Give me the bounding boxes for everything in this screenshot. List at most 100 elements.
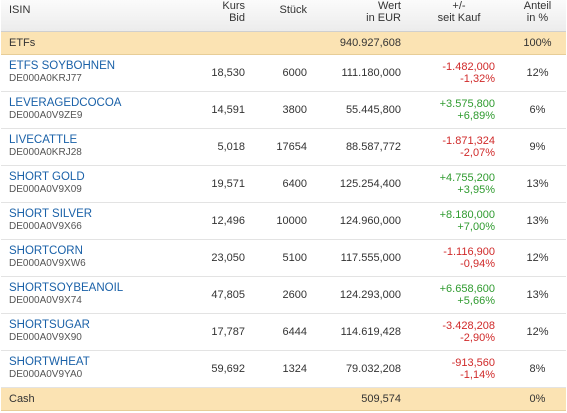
stueck: 2600: [253, 276, 315, 314]
header-anteil-line1: Anteil: [523, 0, 552, 12]
stueck: 6000: [253, 54, 315, 92]
wert-eur: 117.555,000: [315, 239, 409, 277]
stueck: 1324: [253, 350, 315, 388]
header-isin: ISIN: [1, 0, 179, 32]
security-name-link[interactable]: SHORTCORN: [9, 245, 83, 257]
change-percent: +7,00%: [457, 220, 495, 233]
etfs-anteil: 100%: [509, 31, 566, 55]
header-change-line2: seit Kauf: [437, 12, 481, 24]
stueck: 10000: [253, 202, 315, 240]
header-wert-line1: Wert: [377, 0, 401, 12]
change-cell: +8.180,000 +7,00%: [409, 202, 509, 240]
security-cell: SHORTSOYBEANOIL DE000A0V9X74: [1, 276, 179, 314]
change-cell: -1.482,000 -1,32%: [409, 54, 509, 92]
stueck: 6400: [253, 165, 315, 203]
header-anteil: Anteil in %: [509, 0, 566, 32]
etfs-wert: 940.927,608: [315, 31, 409, 55]
anteil: 13%: [509, 165, 566, 203]
kurs-bid: 19,571: [179, 165, 253, 203]
table-row-9: SHORTWHEAT DE000A0V9YA0 59,692 1324 79.0…: [1, 350, 566, 388]
security-isin: DE000A0KRJ77: [9, 73, 82, 84]
header-stueck: Stück: [253, 0, 315, 32]
cash-label: Cash: [1, 387, 179, 411]
security-cell: SHORTWHEAT DE000A0V9YA0: [1, 350, 179, 388]
change-percent: -1,32%: [460, 72, 495, 85]
wert-eur: 55.445,800: [315, 91, 409, 129]
wert-eur: 124.293,000: [315, 276, 409, 314]
kurs-bid: 18,530: [179, 54, 253, 92]
kurs-bid: 47,805: [179, 276, 253, 314]
change-cell: -913,560 -1,14%: [409, 350, 509, 388]
change-cell: -1.871,324 -2,07%: [409, 128, 509, 166]
header-kurs: Kurs Bid: [179, 0, 253, 32]
cash-anteil: 0%: [509, 387, 566, 411]
wert-eur: 88.587,772: [315, 128, 409, 166]
security-cell: ETFS SOYBOHNEN DE000A0KRJ77: [1, 54, 179, 92]
security-isin: DE000A0V9X66: [9, 221, 82, 232]
wert-eur: 111.180,000: [315, 54, 409, 92]
change-percent: -2,07%: [460, 146, 495, 159]
change-absolute: -3.428,208: [442, 319, 495, 332]
kurs-bid: 17,787: [179, 313, 253, 351]
security-isin: DE000A0V9X90: [9, 332, 82, 343]
change-absolute: -1.871,324: [442, 134, 495, 147]
anteil: 12%: [509, 54, 566, 92]
change-cell: -1.116,900 -0,94%: [409, 239, 509, 277]
security-name-link[interactable]: LIVECATTLE: [9, 134, 78, 146]
anteil: 6%: [509, 91, 566, 129]
change-cell: +6.658,600 +5,66%: [409, 276, 509, 314]
wert-eur: 124.960,000: [315, 202, 409, 240]
wert-eur: 79.032,208: [315, 350, 409, 388]
security-isin: DE000A0V9X74: [9, 295, 82, 306]
security-name-link[interactable]: LEVERAGEDCOCOA: [9, 97, 122, 109]
security-cell: LEVERAGEDCOCOA DE000A0V9ZE9: [1, 91, 179, 129]
kurs-bid: 5,018: [179, 128, 253, 166]
cash-row: Cash 509,574 0%: [1, 387, 566, 411]
table-row-2: LEVERAGEDCOCOA DE000A0V9ZE9 14,591 3800 …: [1, 91, 566, 129]
wert-eur: 114.619,428: [315, 313, 409, 351]
anteil: 12%: [509, 239, 566, 277]
change-cell: +3.575,800 +6,89%: [409, 91, 509, 129]
header-kurs-line1: Kurs: [222, 0, 245, 12]
change-percent: -0,94%: [460, 257, 495, 270]
table-row-5: SHORT SILVER DE000A0V9X66 12,496 10000 1…: [1, 202, 566, 240]
table-row-4: SHORT GOLD DE000A0V9X09 19,571 6400 125.…: [1, 165, 566, 203]
change-absolute: +4.755,200: [439, 171, 495, 184]
change-percent: -2,90%: [460, 331, 495, 344]
change-absolute: +6.658,600: [439, 282, 495, 295]
stueck: 17654: [253, 128, 315, 166]
anteil: 8%: [509, 350, 566, 388]
table-row-3: LIVECATTLE DE000A0KRJ28 5,018 17654 88.5…: [1, 128, 566, 166]
header-wert-line2: in EUR: [366, 12, 401, 24]
security-name-link[interactable]: SHORTWHEAT: [9, 356, 90, 368]
security-cell: LIVECATTLE DE000A0KRJ28: [1, 128, 179, 166]
security-cell: SHORT GOLD DE000A0V9X09: [1, 165, 179, 203]
change-cell: +4.755,200 +3,95%: [409, 165, 509, 203]
security-name-link[interactable]: ETFS SOYBOHNEN: [9, 60, 116, 72]
security-name-link[interactable]: SHORT SILVER: [9, 208, 93, 220]
change-percent: +3,95%: [457, 183, 495, 196]
change-percent: +5,66%: [457, 294, 495, 307]
cash-wert: 509,574: [315, 387, 409, 411]
change-absolute: -1.116,900: [443, 245, 495, 258]
security-name-link[interactable]: SHORTSOYBEANOIL: [9, 282, 124, 294]
security-cell: SHORTCORN DE000A0V9XW6: [1, 239, 179, 277]
table-row-7: SHORTSOYBEANOIL DE000A0V9X74 47,805 2600…: [1, 276, 566, 314]
table-row-8: SHORTSUGAR DE000A0V9X90 17,787 6444 114.…: [1, 313, 566, 351]
kurs-bid: 59,692: [179, 350, 253, 388]
header-change: +/- seit Kauf: [409, 0, 509, 32]
security-name-link[interactable]: SHORT GOLD: [9, 171, 85, 183]
table-row-1: ETFS SOYBOHNEN DE000A0KRJ77 18,530 6000 …: [1, 54, 566, 92]
kurs-bid: 23,050: [179, 239, 253, 277]
change-absolute: -1.482,000: [442, 60, 495, 73]
security-isin: DE000A0V9YA0: [9, 369, 83, 380]
security-cell: SHORT SILVER DE000A0V9X66: [1, 202, 179, 240]
security-name-link[interactable]: SHORTSUGAR: [9, 319, 90, 331]
anteil: 9%: [509, 128, 566, 166]
anteil: 13%: [509, 202, 566, 240]
stueck: 5100: [253, 239, 315, 277]
etfs-label: ETFs: [1, 31, 179, 55]
stueck: 3800: [253, 91, 315, 129]
security-isin: DE000A0V9XW6: [9, 258, 86, 269]
